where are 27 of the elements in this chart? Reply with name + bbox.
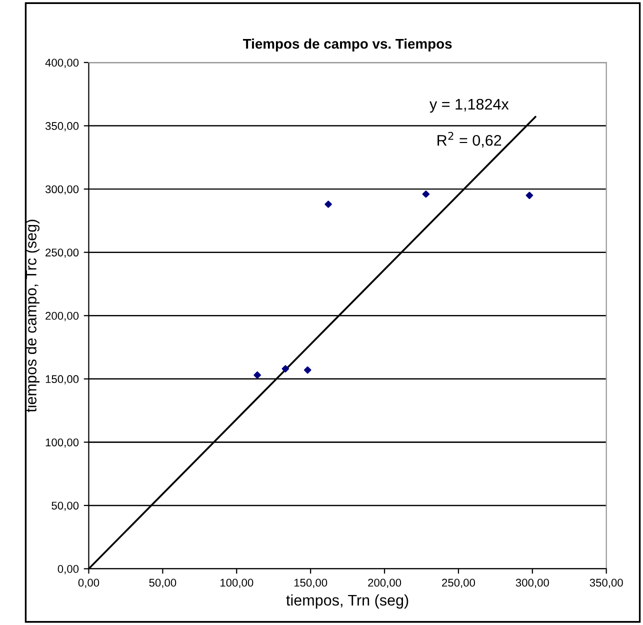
y-tick-label: 0,00: [58, 565, 79, 574]
y-tick-label: 250,00: [46, 248, 79, 258]
x-tick-label: 0,00: [78, 578, 100, 588]
y-tick-label: 300,00: [45, 185, 79, 195]
point: [324, 200, 332, 208]
x-tick-label: 50,00: [149, 578, 176, 588]
x-tick-label: 300,00: [516, 578, 549, 588]
point: [304, 366, 312, 374]
x-tick-label: 350,00: [590, 578, 623, 588]
y-tick-label: 100,00: [46, 438, 79, 448]
x-axis-title: tiempos, Trn (seg): [286, 594, 408, 609]
y-tick-label: 150,00: [46, 375, 79, 384]
annotation: R$^{2}$ = 0,62: [438, 132, 502, 148]
x-tick-label: 200,00: [368, 578, 402, 588]
point: [282, 365, 290, 372]
x-tick-label: 150,00: [294, 578, 328, 588]
point: [254, 371, 261, 379]
point: [526, 192, 534, 200]
y-tick-label: 400,00: [45, 58, 79, 68]
y-tick-label: 50,00: [52, 502, 79, 511]
annotation: y = 1,1824x: [430, 98, 509, 113]
chart-title: Tiempos de campo vs. Tiempos: [242, 38, 452, 52]
y-tick-label: 200,00: [46, 312, 79, 322]
x-tick-label: 250,00: [442, 578, 476, 588]
point: [422, 190, 430, 198]
x-tick-label: 100,00: [220, 578, 254, 588]
y-tick-label: 350,00: [45, 122, 79, 132]
